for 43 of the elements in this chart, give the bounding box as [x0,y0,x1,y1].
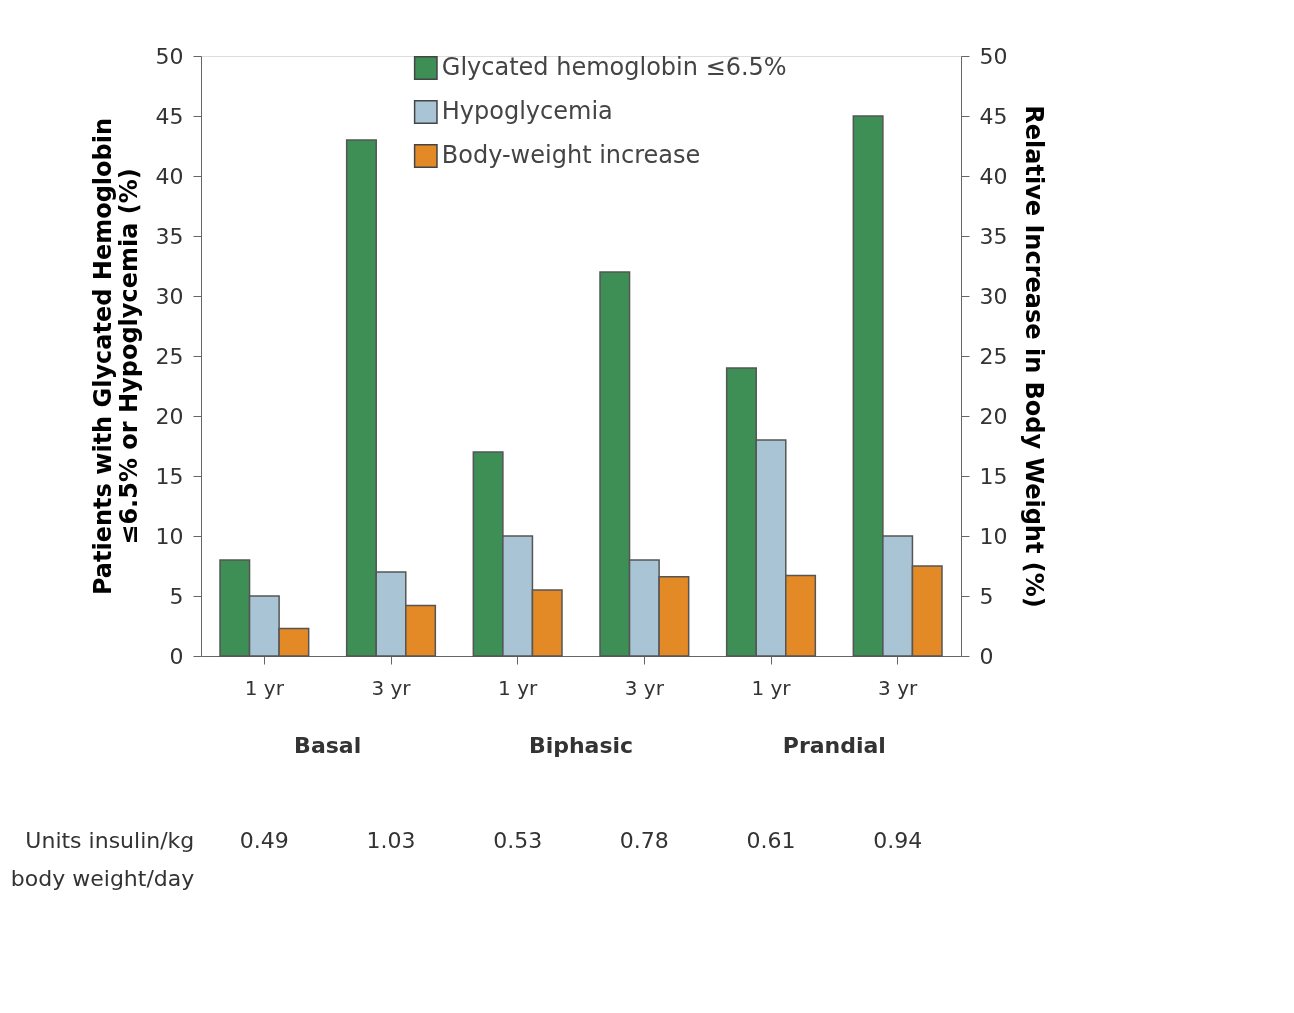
text: 0.49 [239,828,289,853]
y2-tick-label: 10 [979,523,1008,549]
y-tick-label: 15 [155,463,184,489]
text: 0.94 [873,828,923,853]
x-tick-label: 3 yr [878,675,919,700]
legend-label: Hypoglycemia [441,97,613,125]
text: 1.03 [366,828,416,853]
text: 0.78 [619,828,669,853]
y2-tick-label: 45 [979,103,1008,129]
y2-tick-label: 5 [979,583,994,609]
text: 0.53 [493,828,543,853]
x-tick-label: 1 yr [244,675,285,700]
y-tick-label: 35 [155,223,184,249]
y-tick-label: 50 [155,43,184,69]
y2-tick-label: 30 [979,283,1008,309]
y-tick-label: 25 [155,343,184,369]
legend-label: Body-weight increase [441,141,701,169]
y2-tick-label: 25 [979,343,1008,369]
y2-tick-label: 0 [979,643,994,669]
y-tick-label: 20 [155,403,184,429]
x-tick-label: 3 yr [371,675,412,700]
legend-label: Glycated hemoglobin ≤6.5% [441,53,787,81]
y-tick-label: 10 [155,523,184,549]
y-axis-title: Patients with Glycated Hemoglobin ≤6.5% or Hypoglycemia (%) [88,117,143,596]
y2-tick-label: 35 [979,223,1008,249]
x-tick-label: 3 yr [624,675,665,700]
y-tick-label: 40 [155,163,184,189]
text: Prandial [782,733,886,758]
y-tick-label: 45 [155,103,184,129]
text: Biphasic [528,733,634,758]
text: 0.61 [746,828,796,853]
y2-tick-label: 20 [979,403,1008,429]
y2-tick-label: 40 [979,163,1008,189]
text: Units insulin/kg body weight/day [10,828,195,891]
y-tick-label: 30 [155,283,184,309]
text: Basal [294,733,362,758]
y2-tick-label: 50 [979,43,1008,69]
y2-axis-title: Relative Increase in Body Weight (%) [1020,105,1049,608]
y2-tick-label: 15 [979,463,1008,489]
x-tick-label: 1 yr [498,675,539,700]
y-tick-label: 5 [169,583,184,609]
x-tick-label: 1 yr [751,675,792,700]
y-tick-label: 0 [169,643,184,669]
